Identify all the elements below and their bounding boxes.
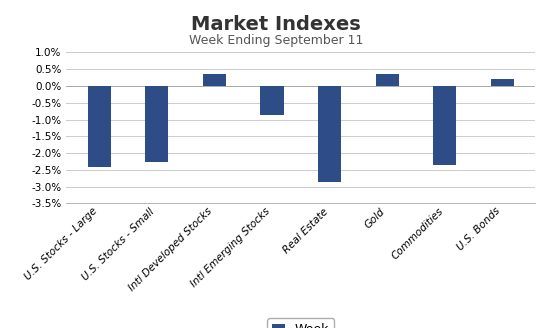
Bar [261, 86, 284, 114]
Bar [145, 86, 168, 162]
Text: Week Ending September 11: Week Ending September 11 [189, 34, 363, 48]
Legend: Week: Week [267, 318, 335, 328]
Bar [203, 74, 226, 86]
Bar [318, 86, 341, 182]
Bar [491, 79, 514, 86]
Bar [88, 86, 110, 167]
Bar [376, 73, 399, 86]
Text: Market Indexes: Market Indexes [191, 15, 361, 34]
Bar [433, 86, 457, 165]
